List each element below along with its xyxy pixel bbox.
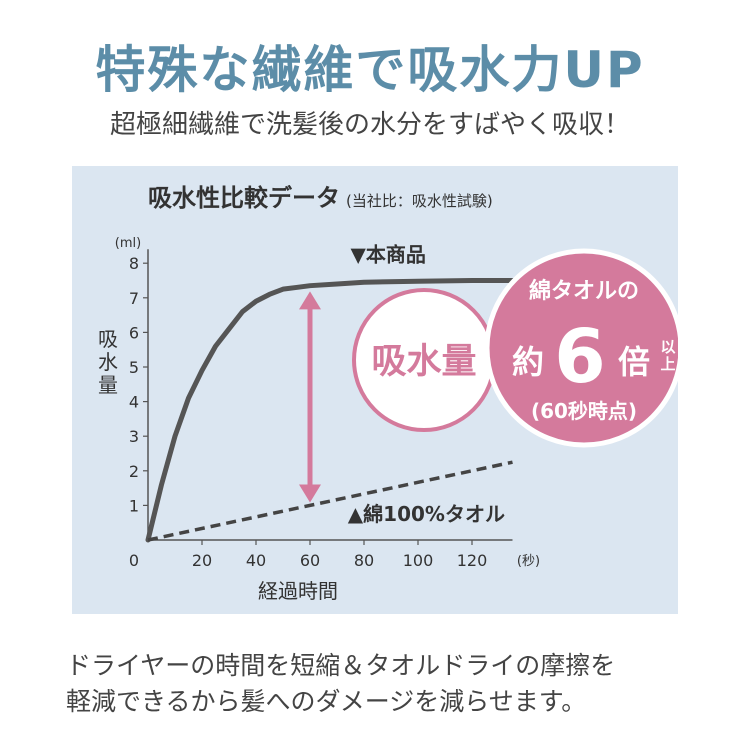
x-tick-label: 20 [192, 551, 212, 570]
x-unit-label: (秒) [517, 554, 540, 569]
footer-line-1: ドライヤーの時間を短縮＆タオルドライの摩擦を [66, 651, 616, 680]
chart-title: 吸水性比較データ (当社比：吸水性試験) [148, 184, 493, 212]
headline: 特殊な繊維で吸水力UP [95, 41, 645, 99]
badge-ijou-char: 以 [660, 338, 675, 356]
absorption-chart: 吸水性比較データ (当社比：吸水性試験) 1 2 3 4 5 6 7 8 (ml) 0 20 40 60 80… [98, 184, 678, 603]
product-series-label: ▼本商品 [351, 242, 426, 266]
arrow-head-up [299, 291, 321, 310]
badge-ijou-char: 上 [660, 355, 675, 373]
badge-note: (60秒時点) [531, 399, 637, 423]
badge-top-label: 綿タオルの [529, 278, 639, 304]
six-times-badge [484, 248, 678, 448]
cotton-series-line [147, 460, 513, 542]
y-tick-label: 1 [129, 496, 139, 515]
x-tick-label: 100 [403, 551, 434, 570]
y-tick-label: 5 [129, 358, 139, 377]
y-tick-label: 8 [129, 254, 139, 273]
footer-line-2: 軽減できるから髪へのダメージを減らせます。 [66, 687, 587, 716]
y-tick-label: 2 [129, 462, 139, 481]
x-tick-label: 60 [300, 551, 320, 570]
y-axis-title: 吸水量 [98, 327, 118, 397]
x-tick-label: 40 [246, 551, 266, 570]
x-tick-label: 80 [354, 551, 374, 570]
product-series-line [145, 278, 515, 543]
y-tick-label: 7 [129, 289, 139, 308]
y-tick-label: 3 [129, 427, 139, 446]
footer-text: ドライヤーの時間を短縮＆タオルドライの摩擦を 軽減できるから髪へのダメージを減ら… [66, 648, 706, 720]
x-tick-label: 0 [129, 551, 139, 570]
y-unit-label: (ml) [115, 236, 141, 251]
badge-number: 6 [554, 314, 606, 400]
cotton-series-label: ▲綿100%タオル [348, 502, 505, 526]
arrow-head-down [299, 484, 321, 503]
y-tick-label: 6 [129, 323, 139, 342]
badge-prefix: 約 [512, 343, 544, 381]
x-tick-label: 120 [457, 551, 488, 570]
badge-suffix: 倍 [618, 343, 650, 381]
subheadline: 超極細繊維で洗髪後の水分をすばやく吸収！ [109, 110, 630, 140]
absorption-callout-label: 吸水量 [371, 342, 476, 382]
chart-panel: 吸水性比較データ (当社比：吸水性試験) 1 2 3 4 5 6 7 8 (ml) 0 20 40 60 80… [72, 166, 678, 614]
x-axis-title: 経過時間 [258, 579, 338, 603]
y-tick-label: 4 [129, 393, 139, 412]
